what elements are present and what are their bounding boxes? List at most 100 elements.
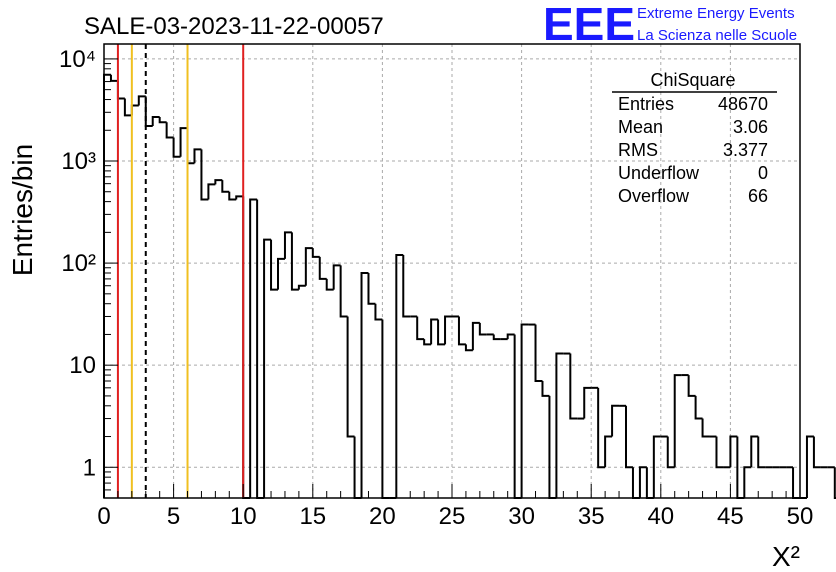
histogram-bin bbox=[416, 316, 425, 341]
stats-label: Mean bbox=[618, 117, 663, 137]
histogram-bin bbox=[318, 256, 327, 280]
histogram-bin bbox=[193, 148, 202, 164]
histogram-bin bbox=[228, 191, 237, 201]
histogram-bin bbox=[374, 303, 383, 321]
histogram-bin bbox=[360, 271, 369, 498]
x-tick-label: 0 bbox=[97, 503, 110, 530]
histogram-bin bbox=[263, 238, 272, 498]
stats-label: Entries bbox=[618, 94, 674, 114]
x-tick-label: 50 bbox=[787, 503, 814, 530]
histogram-bin bbox=[471, 321, 480, 351]
histogram-bin bbox=[402, 255, 411, 318]
histogram-bin bbox=[325, 278, 334, 291]
histogram-bin bbox=[611, 404, 620, 437]
x-tick-label: 30 bbox=[508, 503, 535, 530]
histogram-bin bbox=[109, 74, 118, 82]
x-tick-label: 35 bbox=[578, 503, 605, 530]
histogram-bin bbox=[604, 435, 613, 468]
histogram-bin bbox=[464, 344, 473, 352]
logo-letters: EEE bbox=[543, 0, 635, 50]
histogram-bin bbox=[569, 353, 578, 420]
histogram-bin bbox=[457, 316, 466, 346]
histogram-bin bbox=[805, 435, 814, 498]
y-tick-label: 1 bbox=[83, 454, 96, 481]
eee-logo: EEE Extreme Energy Events La Scienza nel… bbox=[543, 0, 797, 50]
x-tick-label: 5 bbox=[167, 503, 180, 530]
stats-label: Underflow bbox=[618, 163, 700, 183]
histogram-bin bbox=[444, 315, 452, 345]
threshold-lines bbox=[116, 44, 245, 498]
histogram-bin bbox=[339, 265, 348, 318]
y-tick-label: 10³ bbox=[61, 148, 96, 175]
histogram-bin bbox=[673, 374, 682, 468]
histogram-bin bbox=[833, 467, 836, 499]
stats-label: Overflow bbox=[618, 186, 690, 206]
histogram-bin bbox=[423, 339, 432, 346]
histogram-bin bbox=[172, 137, 181, 158]
histogram-bin bbox=[520, 323, 529, 498]
histogram-bin bbox=[158, 116, 167, 124]
histogram-bin bbox=[541, 380, 550, 397]
stats-value: 66 bbox=[748, 186, 768, 206]
histogram-bin bbox=[478, 322, 487, 336]
histogram-bin bbox=[666, 436, 675, 469]
x-tick-label: 25 bbox=[439, 503, 466, 530]
plot-frame bbox=[103, 43, 801, 499]
stats-value: 3.06 bbox=[733, 117, 768, 137]
histogram-bin bbox=[395, 254, 404, 498]
histogram-bin bbox=[249, 198, 258, 498]
histogram-bin bbox=[715, 436, 724, 469]
histogram-bin bbox=[332, 264, 341, 290]
histogram-bin bbox=[597, 387, 606, 469]
histogram-bin bbox=[304, 247, 313, 286]
histogram-bin bbox=[743, 466, 752, 498]
chart-title: SALE-03-2023-11-22-00057 bbox=[84, 13, 384, 40]
histogram-bin bbox=[311, 248, 320, 258]
histogram-bin bbox=[277, 257, 285, 290]
histogram-bin bbox=[638, 466, 647, 498]
histogram-bin bbox=[123, 98, 132, 117]
histogram-bin bbox=[555, 352, 564, 498]
histogram-bin bbox=[437, 319, 446, 346]
stats-value: 48670 bbox=[718, 94, 768, 114]
x-tick-label: 40 bbox=[647, 503, 674, 530]
logo-line-1: Extreme Energy Events bbox=[637, 5, 795, 22]
stats-value: 3.377 bbox=[723, 140, 768, 160]
histogram-bin bbox=[812, 436, 821, 469]
y-tick-labels: 1 10 10² 10³ 10⁴ bbox=[59, 46, 96, 481]
stats-value: 0 bbox=[758, 163, 768, 183]
histogram-bin bbox=[625, 405, 633, 469]
histogram-bin bbox=[729, 435, 738, 468]
x-tick-labels: 0 5 10 15 20 25 30 35 40 45 50 bbox=[97, 503, 813, 530]
histogram-bin bbox=[179, 127, 188, 157]
stats-title: ChiSquare bbox=[650, 70, 735, 90]
x-tick-label: 45 bbox=[717, 503, 744, 530]
logo-line-2: La Scienza nelle Scuole bbox=[637, 27, 797, 44]
stats-label: RMS bbox=[618, 140, 658, 160]
y-axis-label: Entries/bin bbox=[7, 144, 38, 276]
histogram-bin bbox=[534, 324, 543, 382]
histogram-bin bbox=[270, 239, 278, 291]
stats-rows: Entries 48670 Mean 3.06 RMS 3.377 Underflow 0 Ov… bbox=[618, 94, 768, 206]
histogram-bin bbox=[214, 179, 223, 185]
y-tick-label: 10² bbox=[61, 250, 96, 277]
histogram-bin bbox=[750, 435, 759, 468]
histogram-bin bbox=[235, 195, 244, 200]
histogram-bin bbox=[506, 333, 515, 340]
histogram-bin bbox=[583, 386, 592, 419]
histogram-bin bbox=[687, 375, 696, 397]
histogram-bin bbox=[165, 122, 174, 139]
histogram-bin bbox=[151, 115, 160, 127]
histogram-bin bbox=[757, 436, 766, 469]
x-tick-label: 15 bbox=[299, 503, 326, 530]
histogram-bin bbox=[207, 183, 216, 200]
y-tick-label: 10⁴ bbox=[59, 46, 96, 73]
histogram-bin bbox=[694, 395, 703, 420]
histogram-bin bbox=[200, 149, 209, 201]
histogram-bin bbox=[297, 284, 306, 290]
histogram-bin bbox=[701, 418, 710, 438]
histogram-bin bbox=[367, 272, 376, 305]
histogram-bin bbox=[221, 180, 230, 193]
y-tick-label: 10 bbox=[69, 352, 96, 379]
